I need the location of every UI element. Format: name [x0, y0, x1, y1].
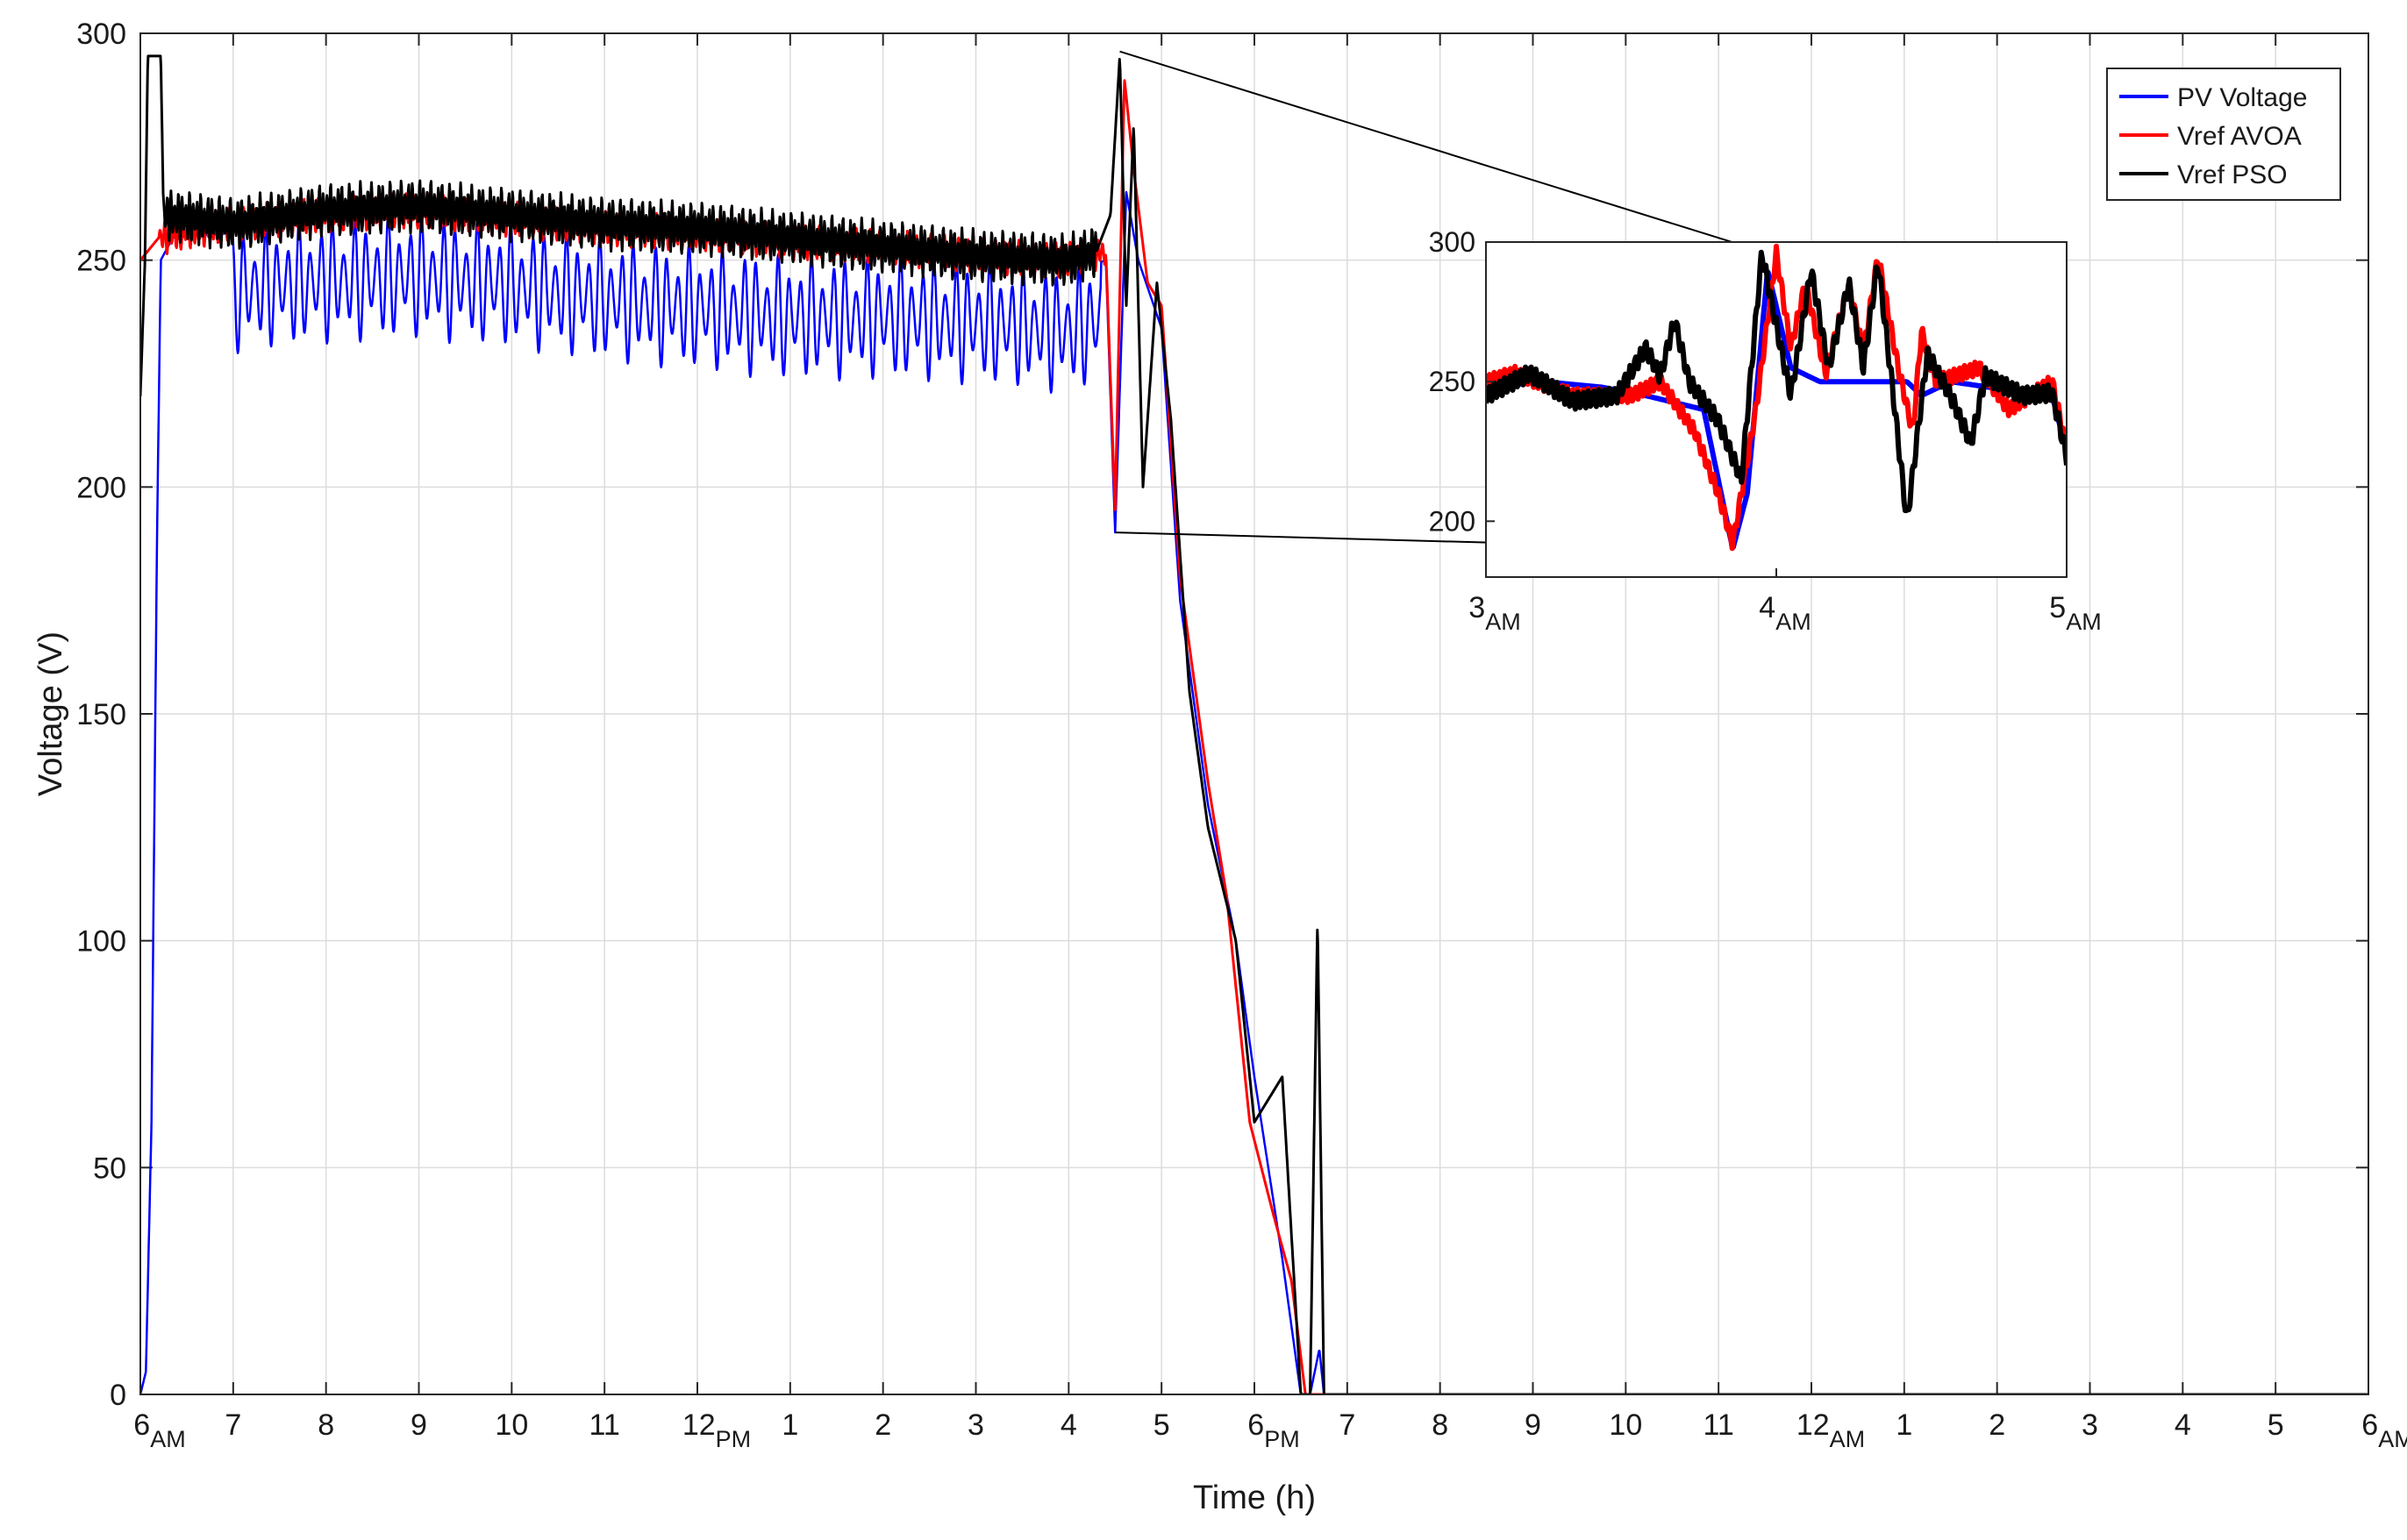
y-tick-label: 200	[76, 471, 126, 504]
x-tick-label: 4	[1061, 1408, 1077, 1442]
x-tick-label: 1	[1896, 1408, 1912, 1442]
x-tick-label-suffix: AM	[2378, 1426, 2407, 1452]
inset-series-line-vref-pso	[1486, 249, 2067, 514]
x-tick-label-main: 8	[318, 1408, 334, 1442]
x-tick-label: 9	[1525, 1408, 1541, 1442]
x-tick-label-main: 5	[1154, 1408, 1170, 1442]
x-tick-label: 6AM	[133, 1408, 185, 1452]
x-tick-label: 11	[589, 1408, 620, 1442]
x-tick-label: 6PM	[1247, 1408, 1299, 1452]
legend-label: Vref PSO	[2177, 160, 2288, 189]
x-tick-label: 6AM	[2361, 1408, 2407, 1452]
x-tick-label-main: 12	[682, 1408, 716, 1442]
x-tick-label: 2	[1989, 1408, 2005, 1442]
legend-label: PV Voltage	[2177, 83, 2307, 112]
inset-series-line-pv-voltage	[1486, 269, 2067, 550]
x-tick-label-main: 1	[782, 1408, 798, 1442]
inset-x-tick-labels: 3AM 4AM 5AM	[1468, 568, 2102, 635]
x-tick-label-main: 2	[1989, 1408, 2005, 1442]
x-tick-label-main: 6	[1247, 1408, 1264, 1442]
x-tick-label-main: 7	[1339, 1408, 1355, 1442]
x-tick-label: 10	[495, 1408, 528, 1442]
inset-x-tick-label: 3AM	[1468, 591, 1520, 635]
series-line-vref-pso	[140, 54, 2368, 1394]
x-tick-label-main: 2	[875, 1408, 891, 1442]
x-tick-label-main: 11	[1703, 1408, 1734, 1442]
main-y-tick-labels: 0 50 100 150 200 250 300	[76, 18, 126, 1412]
x-tick-label-main: 8	[1432, 1408, 1448, 1442]
x-tick-label: 1	[782, 1408, 798, 1442]
x-tick-label-suffix: PM	[1264, 1426, 1300, 1452]
x-tick-label: 8	[1432, 1408, 1448, 1442]
x-tick-label-main: 10	[495, 1408, 528, 1442]
main-plot-frame	[139, 32, 2369, 1395]
inset-x-tick-label-main: 4	[1759, 591, 1775, 624]
inset-series-group	[1486, 243, 2067, 552]
x-tick-label-main: 10	[1609, 1408, 1642, 1442]
y-tick-label: 250	[76, 245, 126, 278]
inset-x-tick-label: 4AM	[1759, 591, 1811, 635]
zoom-arrow-top	[1119, 50, 1761, 252]
x-tick-label-suffix: AM	[1830, 1426, 1866, 1452]
x-tick-label: 12PM	[682, 1408, 751, 1452]
inset-y-tick-label: 300	[1429, 226, 1475, 258]
x-tick-label-main: 11	[589, 1408, 620, 1442]
x-tick-label: 9	[411, 1408, 427, 1442]
x-tick-label: 5	[1154, 1408, 1170, 1442]
inset-x-tick-label-suffix: AM	[1775, 609, 1811, 635]
inset-x-tick-label-main: 5	[2049, 591, 2066, 624]
inset-x-tick-label-suffix: AM	[1485, 609, 1521, 635]
x-tick-label: 10	[1609, 1408, 1642, 1442]
y-tick-label: 50	[93, 1151, 126, 1185]
x-tick-label-suffix: PM	[716, 1426, 752, 1452]
x-tick-label-main: 7	[225, 1408, 241, 1442]
y-tick-label: 0	[110, 1379, 126, 1412]
inset-y-tick-label: 250	[1429, 366, 1475, 397]
x-tick-label-main: 4	[1061, 1408, 1077, 1442]
x-tick-label: 12AM	[1796, 1408, 1865, 1452]
y-axis-label: Voltage (V)	[32, 631, 69, 796]
inset-x-tick-label-suffix: AM	[2066, 609, 2102, 635]
x-tick-label-main: 12	[1796, 1408, 1830, 1442]
x-tick-label: 8	[318, 1408, 334, 1442]
x-tick-label-main: 6	[133, 1408, 150, 1442]
x-tick-label-main: 3	[968, 1408, 984, 1442]
x-tick-label-main: 9	[411, 1408, 427, 1442]
x-tick-label: 5	[2268, 1408, 2284, 1442]
x-tick-label: 3	[968, 1408, 984, 1442]
x-tick-label: 4	[2175, 1408, 2191, 1442]
inset-y-tick-label: 200	[1429, 505, 1475, 537]
main-x-tick-labels: 6AM 7 8 9 10 11 12PM 1 2 3 4 5 6PM 7 8 9 10 11 12AM 1 2 3 4 5 6A…	[133, 1408, 2407, 1452]
x-tick-label: 2	[875, 1408, 891, 1442]
y-tick-label: 150	[76, 698, 126, 731]
x-tick-label-main: 5	[2268, 1408, 2284, 1442]
inset-x-tick-label: 5AM	[2049, 591, 2101, 635]
legend-label: Vref AVOA	[2177, 122, 2302, 151]
y-tick-label: 100	[76, 925, 126, 959]
x-tick-label-main: 3	[2082, 1408, 2098, 1442]
x-tick-label: 3	[2082, 1408, 2098, 1442]
x-tick-label: 11	[1703, 1408, 1734, 1442]
legend: PV Voltage Vref AVOA Vref PSO	[2106, 68, 2341, 201]
inset-y-tick-labels: 200 250 300	[1429, 226, 1495, 537]
main-series-group	[140, 54, 2368, 1394]
x-tick-label-main: 1	[1896, 1408, 1912, 1442]
x-tick-label-suffix: AM	[150, 1426, 186, 1452]
x-tick-label: 7	[1339, 1408, 1355, 1442]
x-tick-label-main: 6	[2361, 1408, 2378, 1442]
x-tick-label-main: 9	[1525, 1408, 1541, 1442]
x-axis-label: Time (h)	[1193, 1479, 1316, 1516]
y-tick-label: 300	[76, 18, 126, 51]
x-tick-label: 7	[225, 1408, 241, 1442]
x-tick-label-main: 4	[2175, 1408, 2191, 1442]
inset-x-tick-label-main: 3	[1468, 591, 1485, 624]
